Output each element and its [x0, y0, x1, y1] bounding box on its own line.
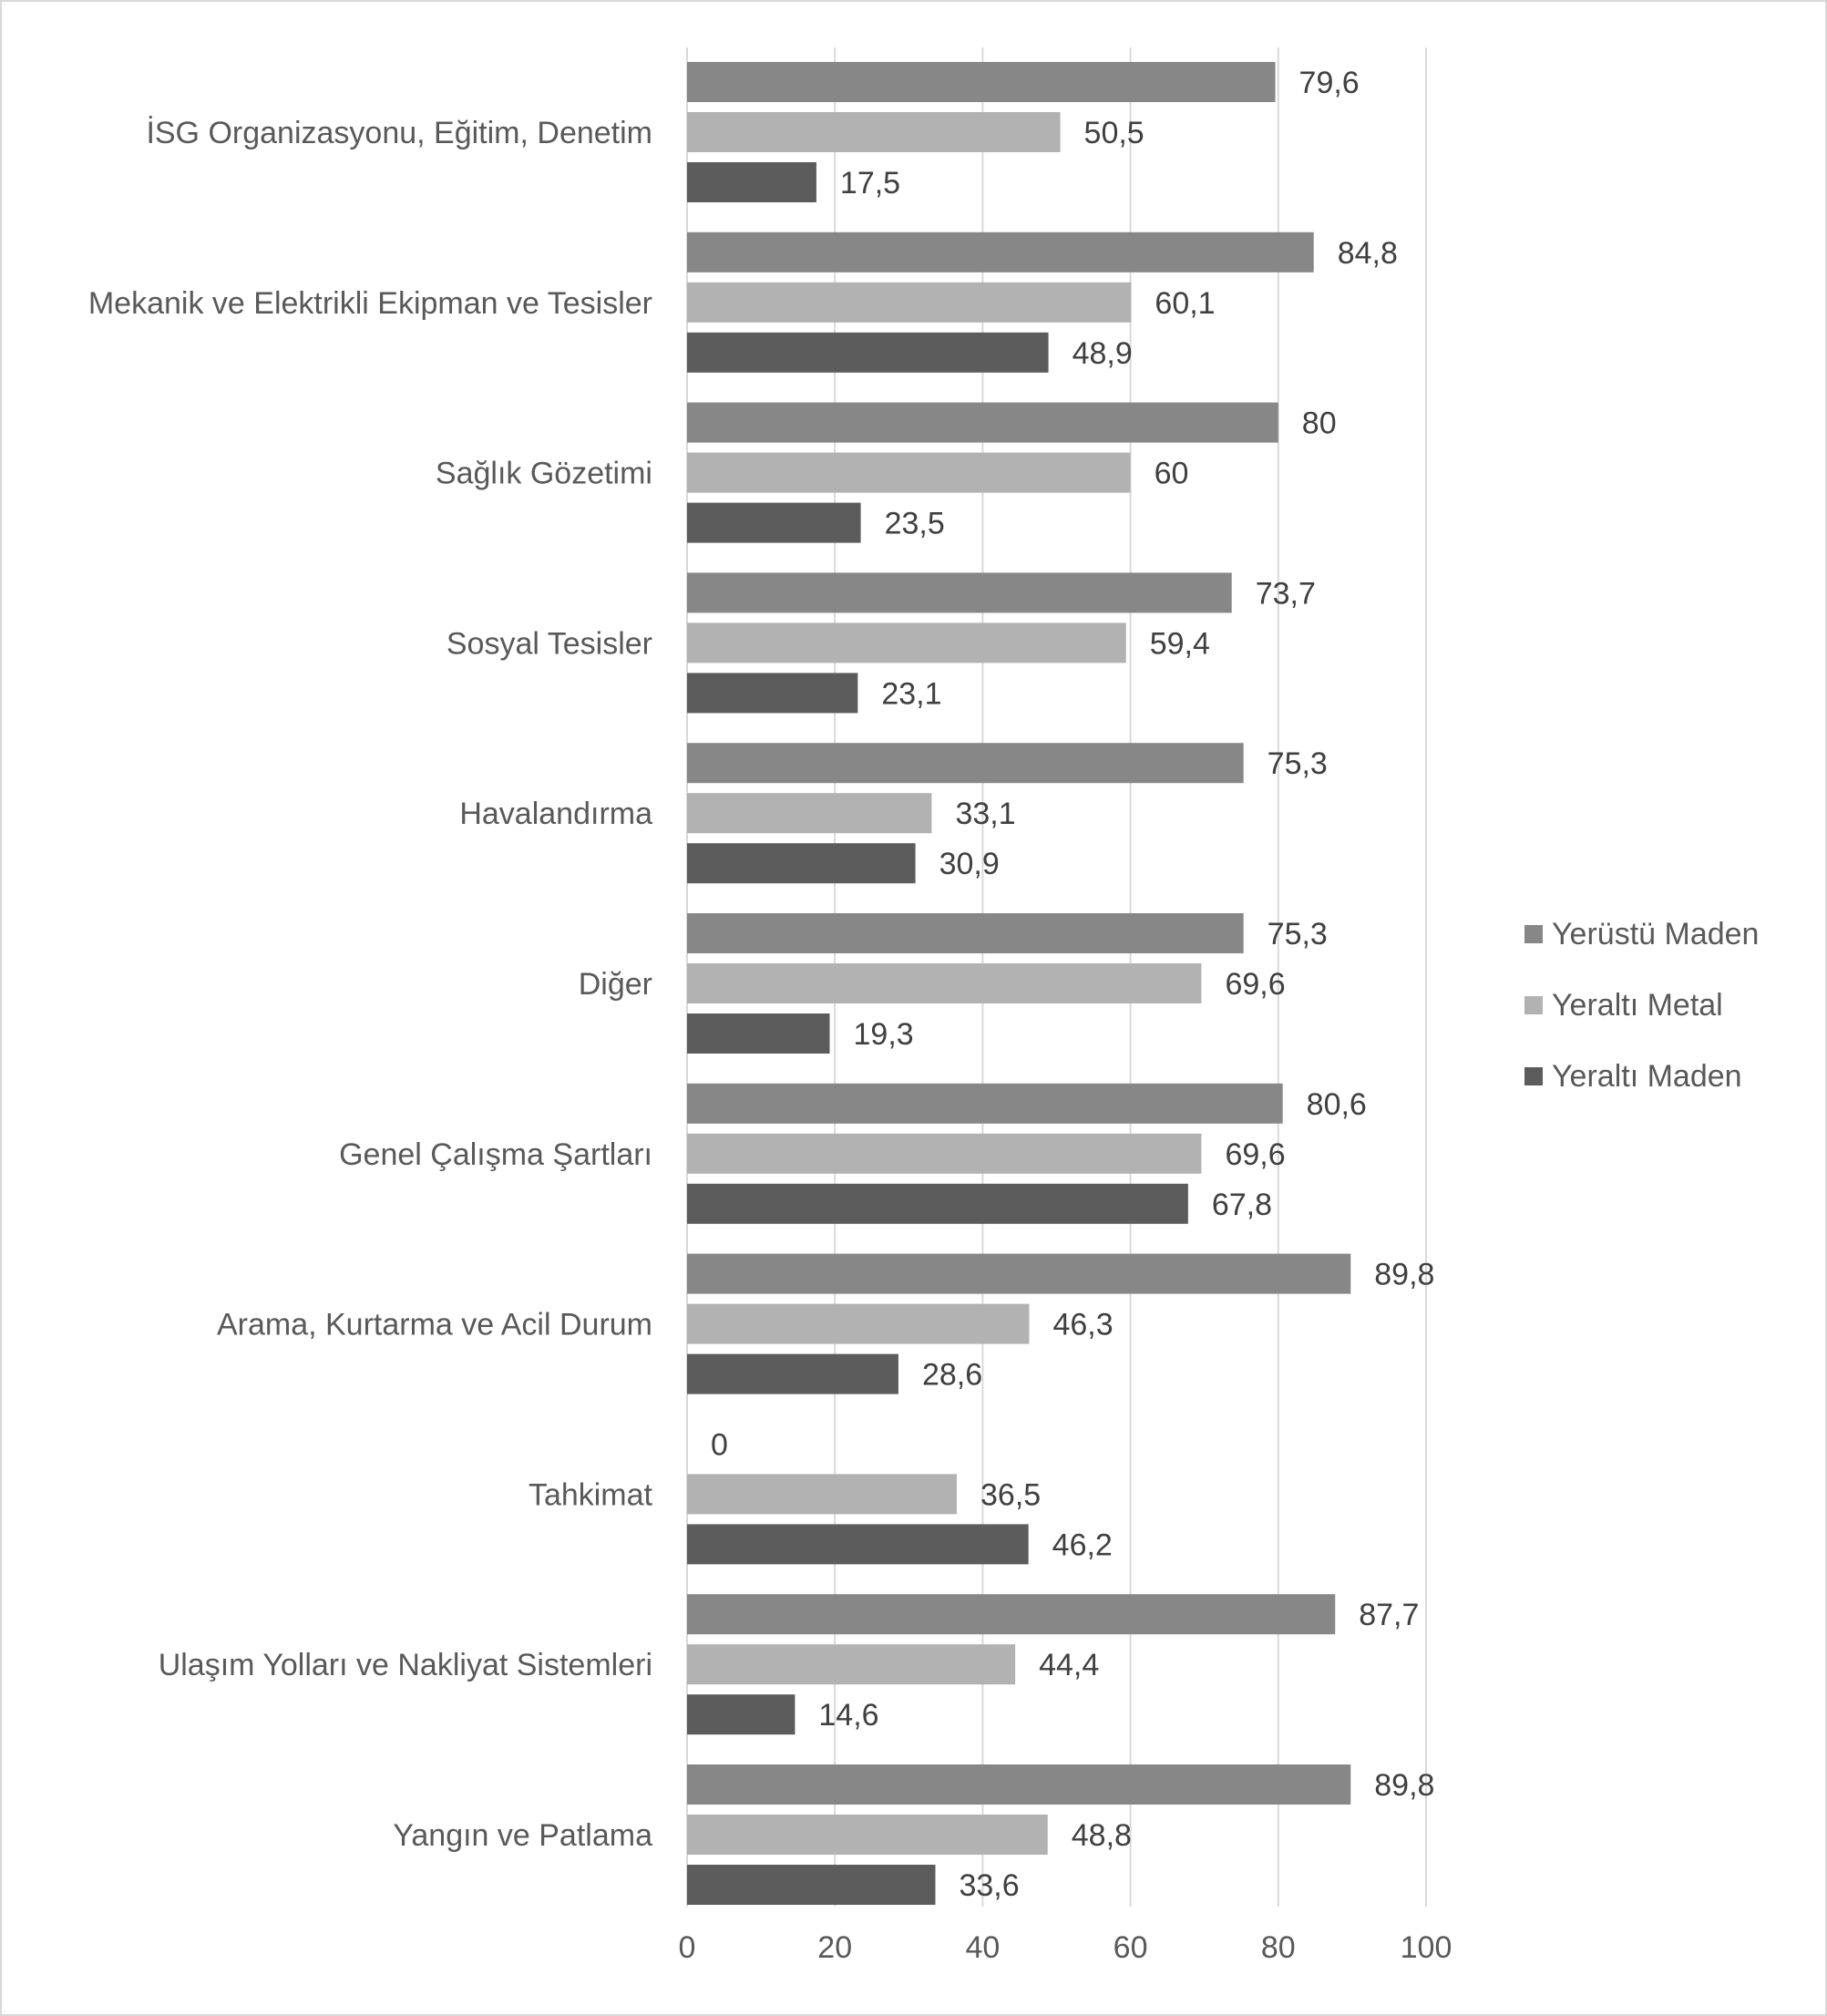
bar: [687, 112, 1061, 152]
bar: [687, 332, 1049, 373]
bar: [687, 1253, 1351, 1294]
category-label: Arama, Kurtarma ve Acil Durum: [217, 1308, 652, 1342]
bar: [687, 231, 1314, 273]
data-label: 89,8: [1374, 1258, 1434, 1292]
bar: [687, 1303, 1030, 1344]
bar: [687, 282, 1132, 323]
x-tick-label: 0: [679, 1930, 696, 1965]
data-label: 14,6: [818, 1698, 878, 1733]
bars: [687, 62, 1351, 1905]
data-label: 87,7: [1359, 1598, 1419, 1632]
category-label: Sağlık Gözetimi: [436, 457, 652, 491]
bar: [687, 502, 861, 543]
data-label: 59,4: [1150, 626, 1210, 661]
bar: [687, 402, 1278, 443]
data-label: 36,5: [980, 1477, 1041, 1512]
x-tick-label: 100: [1401, 1930, 1452, 1965]
data-label: 75,3: [1268, 746, 1328, 781]
category-label: Sosyal Tesisler: [446, 626, 652, 661]
bar: [687, 1524, 1029, 1565]
x-tick-label: 80: [1261, 1930, 1296, 1965]
bar: [687, 62, 1276, 102]
data-label: 80: [1302, 406, 1337, 441]
data-label: 48,8: [1072, 1818, 1132, 1853]
bar: [687, 1594, 1336, 1635]
bar: [687, 963, 1202, 1003]
category-label: Ulaşım Yolları ve Nakliyat Sistemleri: [159, 1648, 652, 1682]
data-label: 67,8: [1212, 1188, 1272, 1222]
bar: [687, 1474, 958, 1515]
bar: [687, 1353, 898, 1394]
category-label: Havalandırma: [459, 797, 652, 831]
data-label: 30,9: [939, 847, 1000, 881]
data-label: 89,8: [1374, 1768, 1434, 1803]
data-label: 19,3: [854, 1017, 914, 1052]
bar: [687, 1013, 830, 1054]
data-label: 0: [711, 1427, 728, 1462]
data-label: 60: [1155, 457, 1189, 491]
bar: [687, 1183, 1188, 1224]
bar: [687, 452, 1131, 493]
bar: [687, 572, 1232, 613]
data-label: 84,8: [1338, 236, 1398, 271]
bar: [687, 162, 816, 202]
legend: Yerüstü Maden Yeraltı Metal Yeraltı Maden: [1524, 917, 1759, 1094]
data-label: 23,5: [885, 507, 945, 541]
bar: [687, 843, 916, 884]
data-label: 50,5: [1084, 116, 1144, 150]
bar: [687, 793, 932, 834]
data-label: 28,6: [922, 1358, 982, 1393]
legend-label: Yerüstü Maden: [1552, 917, 1759, 951]
legend-swatch: [1524, 996, 1543, 1014]
bar: [687, 1815, 1048, 1855]
bar: [687, 1865, 936, 1905]
data-label: 46,3: [1052, 1308, 1113, 1342]
bar: [687, 913, 1244, 953]
data-label: 79,6: [1299, 66, 1360, 100]
data-label: 75,3: [1268, 917, 1328, 951]
data-label: 23,1: [881, 676, 941, 711]
x-tick-label: 20: [817, 1930, 852, 1965]
data-label: 69,6: [1225, 967, 1285, 1002]
data-labels: 79,6 50,5 17,5 84,8 60,1 48,9 80 60 23,5 73,7 59,4…: [711, 66, 1434, 1903]
bar: [687, 743, 1244, 784]
data-label: 33,1: [955, 797, 1015, 831]
x-axis-ticks: 0 20 40 60 80 100: [679, 1930, 1452, 1965]
category-label: Diğer: [579, 967, 652, 1002]
category-label: İSG Organizasyonu, Eğitim, Denetim: [146, 116, 652, 150]
data-label: 69,6: [1225, 1137, 1285, 1172]
bar: [687, 673, 858, 714]
data-label: 44,4: [1039, 1648, 1099, 1682]
data-label: 46,2: [1052, 1527, 1113, 1562]
legend-label: Yeraltı Maden: [1552, 1059, 1742, 1094]
legend-label: Yeraltı Metal: [1552, 988, 1723, 1023]
x-tick-label: 40: [965, 1930, 1000, 1965]
legend-swatch: [1524, 925, 1543, 943]
category-label: Mekanik ve Elektrikli Ekipman ve Tesisle…: [88, 286, 652, 321]
x-tick-label: 60: [1114, 1930, 1148, 1965]
data-label: 17,5: [840, 166, 900, 201]
data-label: 60,1: [1155, 286, 1215, 321]
category-label: Genel Çalışma Şartları: [339, 1137, 652, 1172]
bar: [687, 1764, 1351, 1805]
bar: [687, 1133, 1202, 1174]
bar: [687, 1694, 795, 1735]
data-label: 33,6: [959, 1868, 1019, 1903]
category-labels: İSG Organizasyonu, Eğitim, Denetim Mekani…: [88, 116, 653, 1853]
bar: [687, 1644, 1016, 1685]
legend-swatch: [1524, 1067, 1543, 1085]
bar: [687, 622, 1126, 663]
data-label: 48,9: [1073, 336, 1133, 371]
data-label: 80,6: [1307, 1087, 1367, 1122]
category-label: Yangın ve Patlama: [393, 1818, 652, 1853]
bar: [687, 1083, 1283, 1124]
data-label: 73,7: [1256, 576, 1316, 611]
category-label: Tahkimat: [529, 1477, 653, 1512]
